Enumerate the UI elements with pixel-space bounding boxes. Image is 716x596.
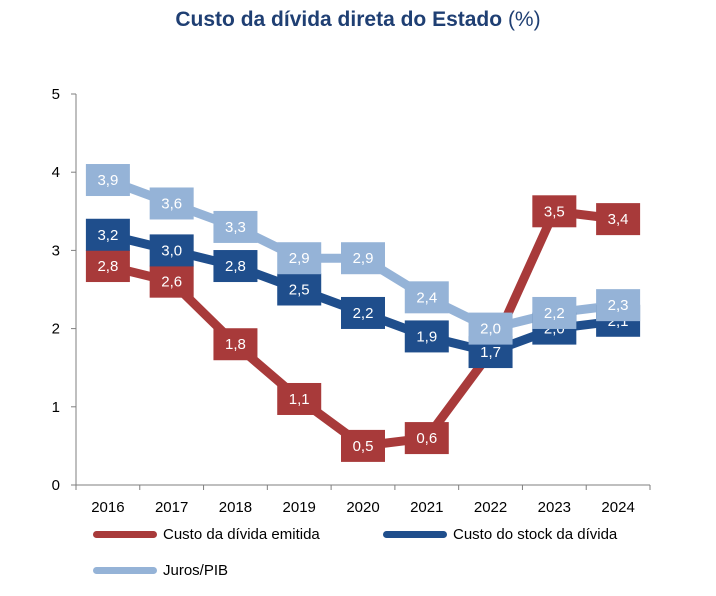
data-label: 3,9	[97, 172, 118, 189]
data-label: 3,2	[97, 227, 118, 244]
data-point-box	[404, 320, 449, 353]
y-tick-label: 3	[52, 242, 60, 259]
data-label: 1,7	[480, 344, 501, 361]
data-point-box	[149, 234, 194, 267]
data-label: 0,6	[416, 430, 437, 447]
y-tick-label: 1	[52, 399, 60, 416]
data-label: 2,9	[289, 250, 310, 267]
legend-label-juros: Juros/PIB	[163, 562, 229, 579]
data-label: 1,9	[416, 328, 437, 345]
data-label: 3,0	[161, 242, 182, 259]
data-point-box	[532, 195, 577, 228]
x-tick-label: 2023	[538, 499, 571, 516]
data-point-box	[468, 312, 513, 345]
data-point-box	[277, 242, 322, 275]
data-label: 0,5	[353, 438, 374, 455]
x-tick-label: 2019	[283, 499, 316, 516]
data-label: 3,3	[225, 219, 246, 236]
data-point-box	[341, 242, 385, 275]
data-label: 2,3	[608, 297, 629, 314]
data-label: 2,5	[289, 282, 310, 299]
x-tick-label: 2020	[346, 499, 379, 516]
x-tick-label: 2021	[410, 499, 443, 516]
legend-item-emitida: Custo da dívida emitida	[93, 526, 320, 543]
data-label: 2,6	[161, 274, 182, 291]
data-point-box	[404, 422, 449, 455]
data-point-box	[213, 250, 258, 283]
legend-swatch-stock	[383, 531, 447, 538]
data-label: 1,1	[289, 391, 310, 408]
x-tick-label: 2022	[474, 499, 507, 516]
legend-label-stock: Custo do stock da dívida	[453, 526, 618, 543]
data-point-box	[277, 273, 322, 306]
legend-swatch-emitida	[93, 531, 157, 538]
y-tick-label: 0	[52, 477, 60, 494]
x-tick-label: 2016	[91, 499, 124, 516]
chart-title-text: Custo da dívida direta do Estado	[175, 8, 503, 31]
data-point-box	[149, 187, 194, 220]
y-tick-label: 4	[52, 164, 60, 181]
data-label: 1,8	[225, 336, 246, 353]
data-point-box	[213, 210, 258, 243]
data-point-box	[149, 265, 194, 298]
data-point-box	[85, 164, 130, 197]
data-label: 2,0	[480, 321, 501, 338]
data-label: 2,2	[353, 305, 374, 322]
chart-title-unit: (%)	[507, 8, 541, 31]
data-label: 2,8	[225, 258, 246, 275]
data-label: 3,4	[608, 211, 629, 228]
data-label: 3,5	[544, 203, 565, 220]
legend-label-emitida: Custo da dívida emitida	[163, 526, 320, 543]
data-point-box	[213, 328, 258, 361]
x-tick-label: 2017	[155, 499, 188, 516]
chart-title: Custo da dívida direta do Estado (%)	[0, 8, 716, 32]
data-point-box	[85, 218, 130, 251]
data-point-box	[532, 296, 577, 329]
data-label: 2,9	[353, 250, 374, 267]
data-label: 2,4	[416, 289, 437, 306]
legend-item-stock: Custo do stock da dívida	[383, 526, 617, 543]
data-point-box	[341, 429, 385, 462]
y-tick-label: 2	[52, 321, 60, 338]
data-label: 2,2	[544, 305, 565, 322]
data-point-box	[596, 289, 641, 322]
legend-item-juros: Juros/PIB	[93, 562, 228, 579]
y-tick-label: 5	[52, 86, 60, 103]
x-tick-label: 2018	[219, 499, 252, 516]
data-point-box	[277, 382, 322, 415]
legend-swatch-juros	[93, 567, 157, 574]
data-point-box	[404, 281, 449, 314]
data-point-box	[85, 250, 130, 283]
data-label: 3,6	[161, 195, 182, 212]
data-label: 2,8	[97, 258, 118, 275]
data-point-box	[341, 296, 385, 329]
data-point-box	[596, 203, 641, 236]
x-tick-label: 2024	[601, 499, 634, 516]
